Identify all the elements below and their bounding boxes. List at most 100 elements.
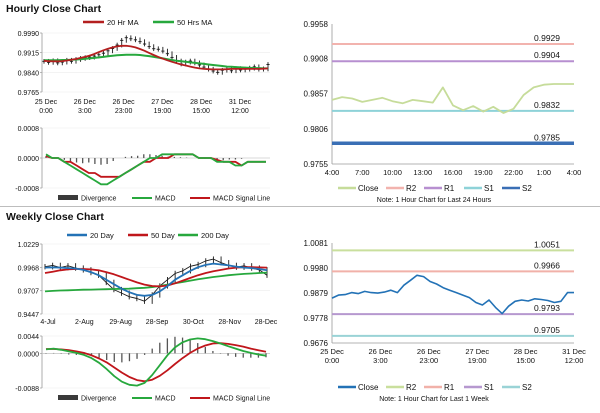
legend-label-signal: MACD Signal Line [213, 396, 270, 403]
x-tick-label-time: 15:00 [192, 108, 210, 115]
legend-label-divergence: Divergence [81, 196, 117, 203]
legend-label-s1: S1 [484, 184, 494, 193]
macd-line [45, 337, 267, 387]
x-tick-label: 4:00 [325, 168, 340, 177]
weekly-macd-chart: 0.0044 0.0000 -0.0088 Divergence MACD MACD Si… [15, 334, 270, 403]
x-tick-label-date: 26 Dec [369, 347, 393, 356]
x-tick-label-date: 25 Dec [35, 99, 58, 106]
legend-label-s2: S2 [522, 383, 532, 392]
ma-200-day-line [44, 271, 268, 293]
x-tick-label: 10:00 [383, 168, 402, 177]
x-tick-label: 7:00 [355, 168, 370, 177]
level-label-r1: 0.9966 [534, 260, 560, 270]
y-tick-label: 0.9990 [18, 31, 40, 38]
x-tick-label-time: 12:00 [231, 108, 249, 115]
x-tick-label: 28-Nov [218, 319, 241, 326]
legend-swatch-divergence [58, 395, 78, 400]
y-tick-label: 1.0229 [18, 242, 40, 249]
legend-label-r1: R1 [444, 383, 455, 392]
x-tick-label: 28-Sep [146, 319, 169, 326]
x-tick-label-date: 26 Dec [113, 99, 136, 106]
x-tick-label-date: 27 Dec [151, 99, 174, 106]
macd-signal-line [46, 342, 267, 383]
x-tick-label: 19:00 [474, 168, 493, 177]
y-tick-label: 0.9915 [18, 51, 40, 58]
x-tick-label: 4-Jul [40, 319, 56, 326]
hourly-price-chart: 20 Hr MA 50 Hrs MA 0.9990 0.9915 0.9840 0.976… [18, 18, 270, 115]
y-tick-label: 0.9879 [304, 289, 329, 298]
x-tick-label-date: 28 Dec [514, 347, 538, 356]
x-tick-label-time: 12:00 [565, 356, 584, 365]
y-tick-label: 0.0008 [18, 126, 40, 133]
x-tick-label-date: 28 Dec [190, 99, 213, 106]
y-tick-label: 1.0081 [304, 239, 329, 248]
x-tick-label-time: 19:00 [154, 108, 172, 115]
legend-label-close: Close [358, 383, 379, 392]
x-tick-label: 22:00 [504, 168, 523, 177]
y-tick-label: 0.9447 [18, 312, 40, 319]
ma-20-line [43, 44, 269, 71]
legend-label-0: 20 Day [90, 231, 114, 240]
macd-line [45, 153, 266, 186]
y-tick-label: 0.9908 [304, 54, 329, 63]
y-tick-label: 0.9857 [304, 90, 329, 99]
x-tick-label: 13:00 [413, 168, 432, 177]
y-tick-label: -0.0008 [15, 186, 39, 193]
x-tick-label-date: 26 Dec [74, 99, 97, 106]
legend-label-r2: R2 [406, 184, 417, 193]
ma-20-day-line [44, 262, 268, 297]
y-tick-label: 0.0044 [18, 334, 40, 341]
y-tick-label: 0.9676 [304, 339, 329, 348]
legend-label-20hr-ma: 20 Hr MA [107, 18, 139, 27]
legend-label-s2: S2 [522, 184, 532, 193]
level-label-s2: 0.9705 [534, 325, 560, 335]
x-tick-label-date: 27 Dec [465, 347, 489, 356]
x-tick-label-date: 31 Dec [562, 347, 586, 356]
y-tick-label: 0.9958 [304, 20, 329, 29]
x-tick-label-time: 3:00 [78, 108, 92, 115]
legend-label-close: Close [358, 184, 379, 193]
y-tick-label: 0.0000 [18, 156, 40, 163]
hourly-levels-chart: 0.9958 0.9908 0.9857 0.9806 0.9755 0.9929 0.99… [304, 20, 582, 204]
chart-note: Note: 1 Hour Chart for Last 1 Week [379, 396, 489, 403]
x-tick-label-time: 23:00 [419, 356, 438, 365]
legend-label-macd: MACD [155, 396, 176, 403]
level-label-s1: 0.9793 [534, 303, 560, 313]
legend-label-divergence: Divergence [81, 396, 117, 403]
y-tick-label: 0.9840 [18, 70, 40, 77]
y-tick-label: 0.0000 [18, 351, 40, 358]
x-tick-label-time: 23:00 [115, 108, 133, 115]
legend-label-1: 50 Day [151, 231, 175, 240]
close-line [331, 274, 574, 315]
ma-50-line [44, 53, 268, 70]
legend-label-signal: MACD Signal Line [213, 196, 270, 203]
y-tick-label: -0.0088 [15, 386, 39, 393]
legend-label-50hr-ma: 50 Hrs MA [177, 18, 212, 27]
legend-label-2: 200 Day [201, 231, 229, 240]
level-label-s2: 0.9785 [534, 132, 560, 142]
y-tick-label: 0.9707 [18, 289, 40, 296]
x-tick-label: 1:00 [536, 168, 551, 177]
y-tick-label: 0.9980 [304, 264, 329, 273]
x-tick-label-date: 26 Dec [417, 347, 441, 356]
section-divider [0, 206, 600, 207]
ma-50-day-line [44, 266, 268, 288]
level-label-s1: 0.9832 [534, 100, 560, 110]
y-tick-label: 0.9968 [18, 265, 40, 272]
x-tick-label-time: 0:00 [39, 108, 53, 115]
x-tick-label: 4:00 [567, 168, 582, 177]
close-line [331, 83, 574, 114]
legend-label-macd: MACD [155, 196, 176, 203]
chart-note: Note: 1 Hour Chart for Last 24 Hours [377, 197, 492, 204]
x-tick-label-time: 19:00 [468, 356, 487, 365]
level-label-r2: 1.0051 [534, 239, 560, 249]
x-tick-label-date: 31 Dec [229, 99, 252, 106]
x-tick-label: 28-Dec [255, 319, 278, 326]
x-tick-label: 30-Oct [183, 319, 204, 326]
y-tick-label: 0.9778 [304, 314, 329, 323]
level-label-r1: 0.9904 [534, 50, 560, 60]
x-tick-label: 16:00 [444, 168, 463, 177]
x-tick-label-date: 25 Dec [320, 347, 344, 356]
y-tick-label: 0.9806 [304, 125, 329, 134]
x-tick-label: 29-Aug [109, 319, 132, 326]
